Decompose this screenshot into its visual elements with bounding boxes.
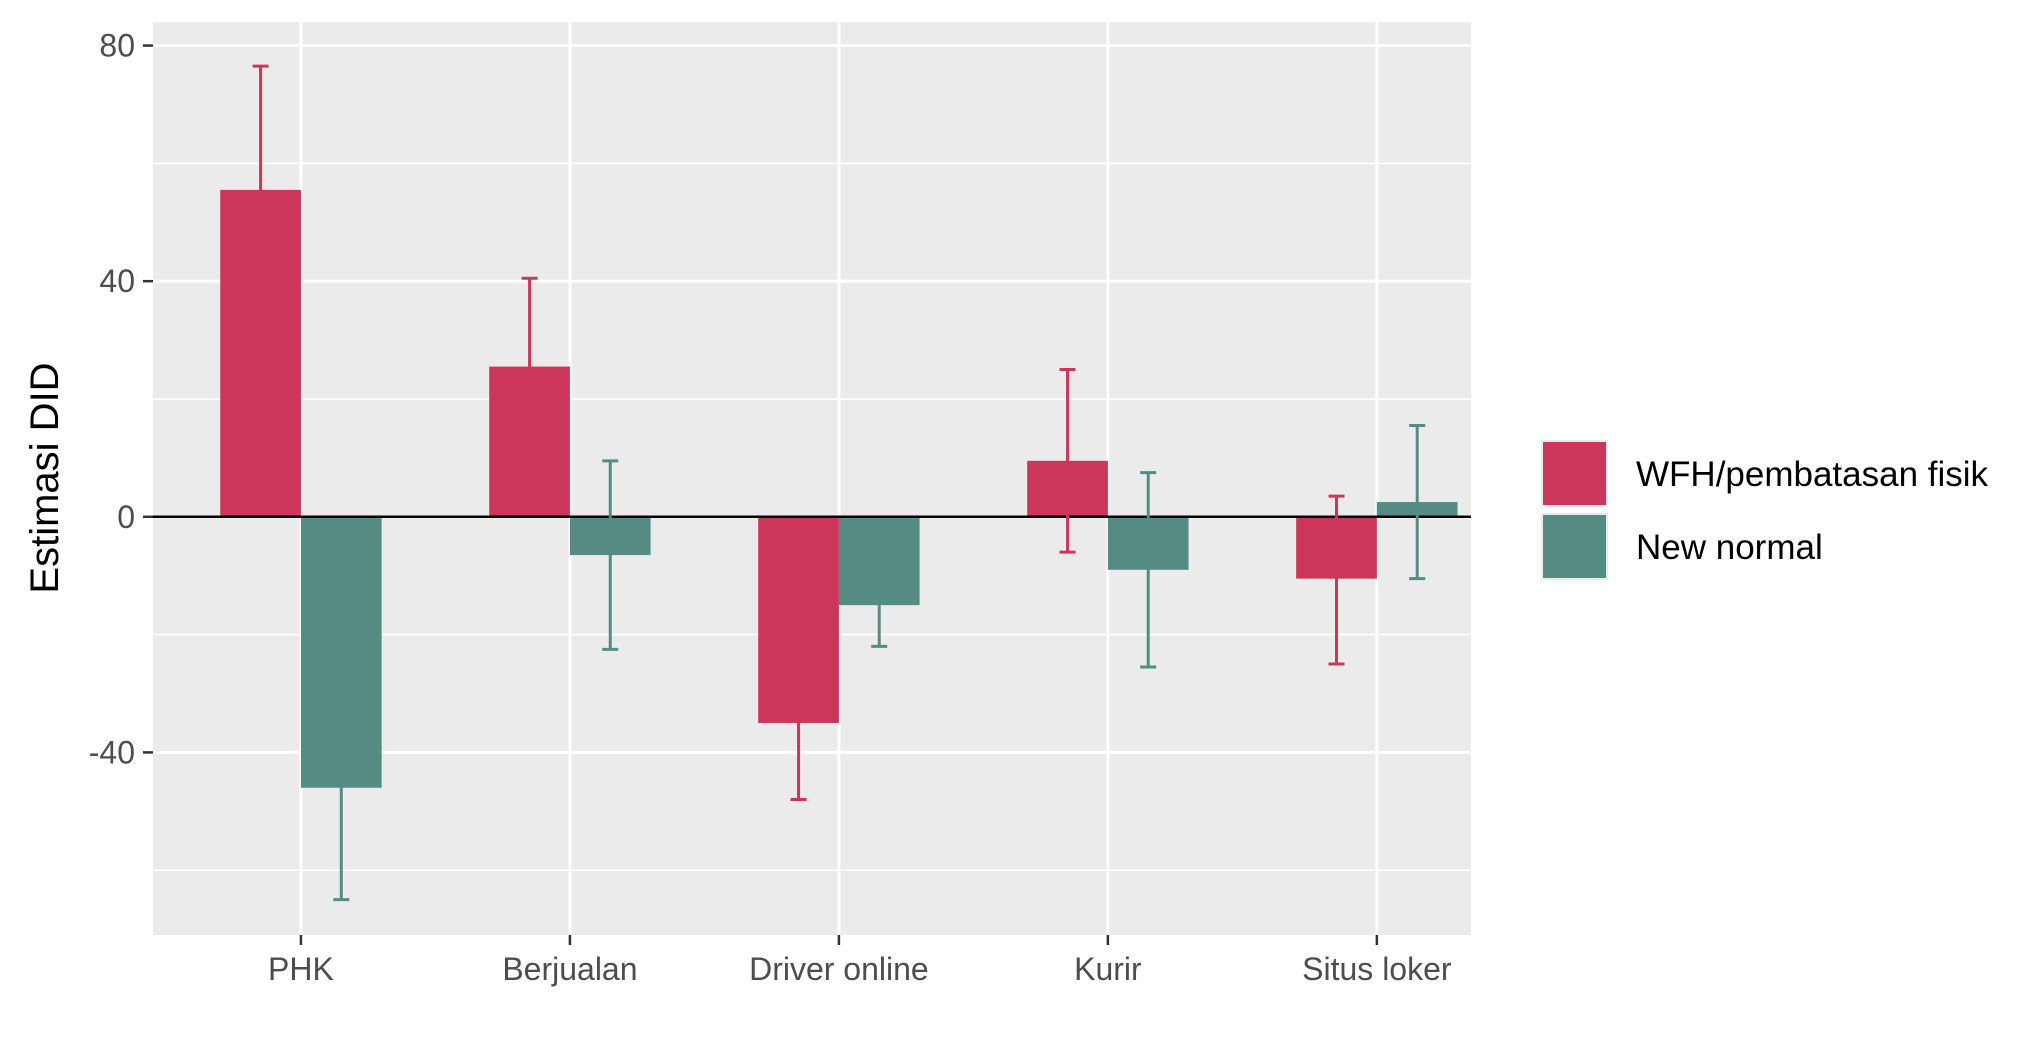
y-axis-title: Estimasi DID (23, 362, 67, 593)
legend-label: New normal (1636, 528, 1823, 567)
error-bar (602, 459, 619, 651)
plot-panel (153, 22, 1471, 935)
legend-label: WFH/pembatasan fisik (1636, 455, 1989, 494)
legend-key (1543, 442, 1606, 505)
x-tick-label: Berjualan (502, 951, 637, 987)
legend-key (1543, 515, 1606, 578)
error-bar (1328, 494, 1345, 666)
error-bar (1059, 368, 1076, 554)
x-axis: PHK Berjualan Driver online Kurir Situs loke… (268, 935, 1452, 987)
error-bar (1140, 471, 1157, 669)
legend: WFH/pembatasan fisik New normal (1541, 440, 1989, 580)
x-tick-label: Situs loker (1302, 951, 1452, 987)
error-bar (333, 674, 350, 902)
y-tick-label: 0 (117, 499, 135, 535)
x-tick-label: Driver online (749, 951, 929, 987)
error-bar (790, 644, 807, 802)
y-axis: -40 0 40 80 (89, 28, 153, 770)
y-tick-label: -40 (89, 734, 135, 770)
error-bar (1409, 423, 1426, 581)
y-tick-label: 80 (99, 28, 135, 64)
error-bar (521, 276, 538, 457)
error-bar (871, 562, 888, 648)
error-bars (252, 64, 1426, 902)
x-tick-label: PHK (268, 951, 334, 987)
error-bar (252, 64, 269, 316)
y-tick-label: 40 (99, 263, 135, 299)
x-tick-label: Kurir (1074, 951, 1142, 987)
